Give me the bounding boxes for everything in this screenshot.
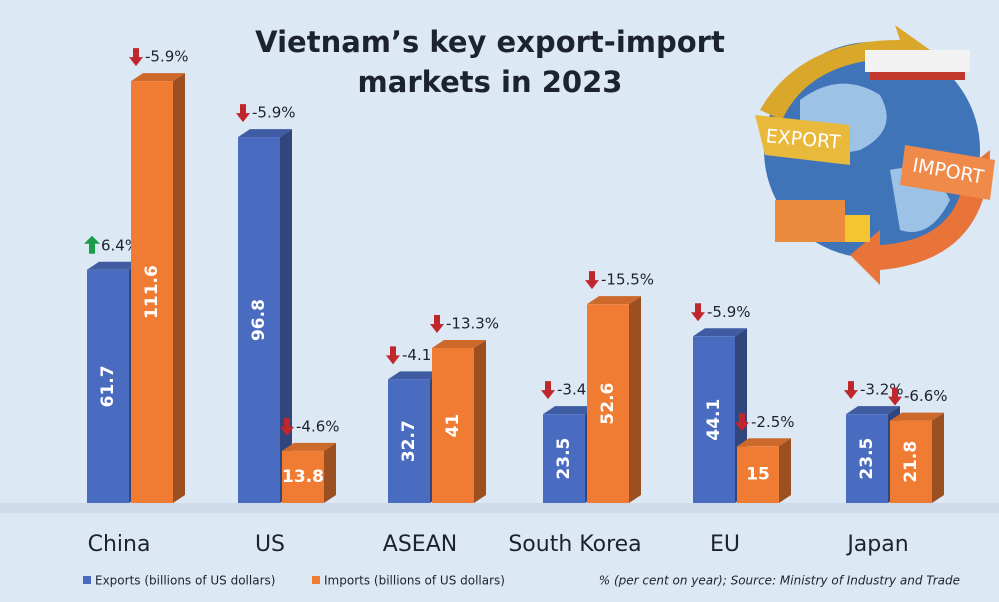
change-label: -2.5% <box>751 413 795 431</box>
bar-top <box>432 340 486 349</box>
change-label: -5.9% <box>707 303 751 321</box>
change-label: -13.3% <box>446 315 499 333</box>
down-arrow <box>280 417 294 436</box>
bar <box>432 340 486 503</box>
down-arrow <box>735 413 749 432</box>
bar-top <box>737 438 791 447</box>
change-label: -4.6% <box>296 417 340 435</box>
down-arrow <box>236 104 250 123</box>
change-label: 6.4% <box>101 236 139 254</box>
bar <box>737 438 791 503</box>
bar <box>131 73 185 503</box>
bar <box>587 296 641 503</box>
bar-side <box>629 296 641 503</box>
legend-label: Imports (billions of US dollars) <box>324 574 505 588</box>
bar-front <box>890 420 932 503</box>
bar-top <box>587 296 641 305</box>
value-label: 111.6 <box>142 265 162 319</box>
legend-swatch <box>83 576 91 584</box>
value-label: 15 <box>746 465 770 485</box>
bar-top <box>131 73 185 82</box>
chart-title: Vietnam’s key export-import markets in 2… <box>255 25 725 99</box>
x-tick-label: Japan <box>845 532 908 557</box>
bar-front <box>543 414 585 503</box>
bar-top <box>543 406 597 415</box>
bar-front <box>87 269 129 503</box>
x-tick-label: US <box>255 532 285 557</box>
bar-top <box>846 406 900 415</box>
globe-illustration: EXPORT IMPORT <box>755 25 995 285</box>
down-arrow <box>691 303 705 322</box>
bar-front <box>131 81 173 503</box>
bar-top <box>87 261 141 270</box>
bar-front <box>238 137 280 503</box>
down-arrow <box>585 271 599 290</box>
value-label: 13.8 <box>282 467 324 487</box>
bar-side <box>280 129 292 503</box>
value-label: 32.7 <box>399 420 419 462</box>
down-arrow <box>888 387 902 406</box>
down-arrow <box>129 48 143 67</box>
down-arrow <box>844 381 858 400</box>
x-tick-label: South Korea <box>508 532 641 557</box>
legend-label: Exports (billions of US dollars) <box>95 574 275 588</box>
bar-side <box>173 73 185 503</box>
down-arrow <box>430 315 444 334</box>
change-label: -5.9% <box>252 104 296 122</box>
bar-front <box>388 379 430 503</box>
x-tick-label: ASEAN <box>383 532 457 557</box>
bar-front <box>737 446 779 503</box>
change-label: -5.9% <box>145 48 189 66</box>
bar <box>238 129 292 503</box>
bar-front <box>432 348 474 503</box>
bar-top <box>693 328 747 337</box>
bar-side <box>932 412 944 503</box>
bar-side <box>324 442 336 503</box>
value-label: 96.8 <box>249 299 269 341</box>
floor <box>0 503 999 513</box>
bar <box>388 371 442 503</box>
value-label: 52.6 <box>598 383 618 425</box>
value-label: 44.1 <box>704 399 724 441</box>
value-label: 23.5 <box>857 438 877 480</box>
bar-top <box>388 371 442 380</box>
value-label: 61.7 <box>98 365 118 407</box>
bar-top <box>890 412 944 421</box>
legend-swatch <box>312 576 320 584</box>
down-arrow <box>541 381 555 400</box>
bar-front <box>587 304 629 503</box>
x-tick-label: EU <box>710 532 740 557</box>
change-label: -6.6% <box>904 387 948 405</box>
change-label: -15.5% <box>601 271 654 289</box>
bar-front <box>846 414 888 503</box>
value-label: 41 <box>443 414 463 438</box>
bar <box>282 442 336 503</box>
source-note: % (per cent on year); Source: Ministry o… <box>599 574 960 588</box>
bar-side <box>779 438 791 503</box>
bar-front <box>282 450 324 503</box>
bar-top <box>238 129 292 138</box>
x-tick-label: China <box>88 532 151 557</box>
down-arrow <box>386 346 400 365</box>
bar-top <box>282 442 336 451</box>
bar <box>890 412 944 503</box>
bar-front <box>693 336 735 503</box>
value-label: 23.5 <box>554 438 574 480</box>
up-arrow <box>84 235 100 254</box>
value-label: 21.8 <box>901 441 921 483</box>
bar-side <box>474 340 486 503</box>
